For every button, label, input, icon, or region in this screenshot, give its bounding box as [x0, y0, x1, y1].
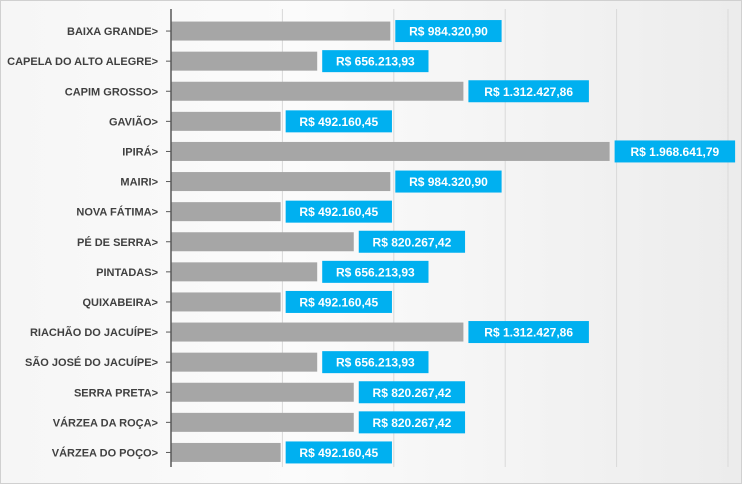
value-label: R$ 820.267,42 — [373, 386, 452, 400]
bar — [171, 352, 318, 372]
value-label-box — [285, 110, 392, 133]
bar — [171, 232, 354, 252]
bar — [171, 442, 281, 462]
category-label: BAIXA GRANDE> — [67, 26, 158, 38]
bars — [171, 21, 610, 462]
value-label: R$ 820.267,42 — [373, 416, 452, 430]
value-labels: R$ 984.320,90 R$ 656.213,93 R$ 1.312.427,8… — [285, 20, 736, 464]
category-label: RIACHÃO DO JACUÍPE> — [30, 326, 158, 339]
value-label-box — [358, 230, 466, 253]
bar — [171, 51, 318, 71]
category-label: VÁRZEA DO POÇO> — [52, 446, 158, 459]
value-label: R$ 656.213,93 — [336, 265, 415, 279]
category-label: NOVA FÁTIMA> — [76, 206, 158, 219]
value-label-box — [468, 80, 589, 103]
category-label: VÁRZEA DA ROÇA> — [53, 416, 158, 429]
value-label-box — [468, 321, 589, 344]
category-label: CAPELA DO ALTO ALEGRE> — [7, 56, 158, 68]
value-label-box — [358, 411, 466, 434]
bar — [171, 292, 281, 312]
value-label: R$ 1.312.427,86 — [484, 85, 573, 99]
value-label: R$ 492.160,45 — [299, 115, 378, 129]
value-label-box — [395, 170, 502, 193]
value-label-box — [322, 351, 429, 374]
value-label: R$ 1.312.427,86 — [484, 326, 573, 340]
value-label: R$ 820.267,42 — [373, 235, 452, 249]
value-label-box — [285, 290, 392, 313]
value-label: R$ 656.213,93 — [336, 55, 415, 69]
value-label-box — [322, 260, 429, 283]
category-label: QUIXABEIRA> — [83, 297, 159, 309]
bar — [171, 382, 354, 402]
bar — [171, 412, 354, 432]
bar — [171, 21, 391, 41]
category-label: CAPIM GROSSO> — [65, 86, 158, 98]
bar — [171, 202, 281, 222]
category-label: SERRA PRETA> — [74, 387, 158, 399]
value-label-box — [285, 200, 392, 223]
value-label-box — [614, 140, 736, 163]
category-label: PÉ DE SERRA> — [77, 236, 158, 249]
value-label: R$ 492.160,45 — [299, 446, 378, 460]
bar — [171, 81, 464, 101]
category-label: IPIRÁ> — [122, 145, 158, 158]
bar — [171, 141, 610, 161]
bar — [171, 111, 281, 131]
category-label: SÃO JOSÉ DO JACUÍPE> — [25, 356, 158, 369]
category-label: PINTADAS> — [96, 267, 158, 279]
value-label: R$ 656.213,93 — [336, 356, 415, 370]
value-label-box — [322, 50, 429, 73]
value-label-box — [358, 381, 466, 404]
bar — [171, 322, 464, 342]
bar — [171, 172, 391, 192]
bar — [171, 262, 318, 282]
value-label: R$ 492.160,45 — [299, 295, 378, 309]
value-label: R$ 984.320,90 — [409, 175, 488, 189]
category-labels: BAIXA GRANDE> CAPELA DO ALTO ALEGRE> CAPIM… — [7, 26, 171, 459]
value-label: R$ 984.320,90 — [409, 25, 488, 39]
category-label: MAIRI> — [120, 177, 158, 189]
value-label-box — [285, 441, 392, 464]
value-label: R$ 1.968.641,79 — [630, 145, 719, 159]
category-label: GAVIÃO> — [109, 115, 158, 128]
value-label: R$ 492.160,45 — [299, 205, 378, 219]
value-label-box — [395, 20, 502, 43]
